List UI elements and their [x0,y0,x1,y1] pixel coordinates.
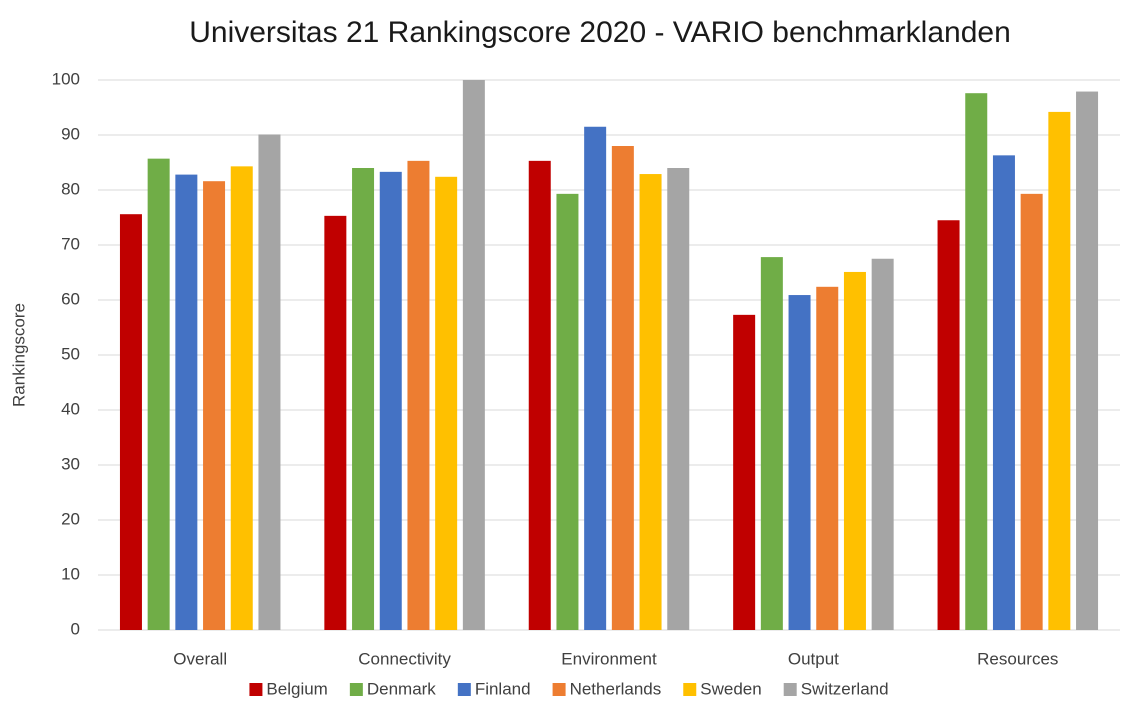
bar [965,93,988,630]
bar [611,146,634,630]
y-tick-label: 100 [52,69,80,88]
y-tick-label: 90 [61,124,80,143]
bar [203,181,226,630]
y-tick-label: 20 [61,509,80,528]
legend-swatch [457,683,471,696]
y-tick-label: 80 [61,179,80,198]
legend-swatch [783,683,797,696]
legend-label: Netherlands [570,679,662,698]
bar [1048,111,1071,630]
bar [407,160,430,630]
bar [639,174,662,631]
bar [175,174,198,630]
bar [352,168,375,630]
bar [816,286,839,630]
bar [147,158,170,630]
bar [324,215,347,630]
legend-label: Finland [475,679,531,698]
legend-label: Switzerland [801,679,889,698]
bar [992,155,1015,630]
y-tick-label: 70 [61,234,80,253]
bar [871,258,894,630]
x-tick-label: Overall [173,649,227,668]
bar [462,80,485,630]
legend-label: Denmark [367,679,436,698]
bar [788,295,811,630]
legend-swatch [683,683,697,696]
bar [760,257,783,630]
legend-label: Sweden [700,679,761,698]
y-tick-label: 40 [61,399,80,418]
legend-label: Belgium [266,679,327,698]
x-tick-label: Environment [561,649,657,668]
bar [843,271,866,630]
y-axis-label: Rankingscore [9,303,28,407]
y-tick-label: 10 [61,564,80,583]
y-tick-label: 0 [71,619,80,638]
bar [435,176,458,631]
x-tick-label: Connectivity [358,649,451,668]
bar [937,220,960,630]
legend-swatch [249,683,263,696]
x-tick-label: Resources [977,649,1058,668]
bar [1020,193,1043,630]
bar [119,214,142,630]
legend-swatch [552,683,566,696]
legend-swatch [349,683,363,696]
bar [230,166,253,630]
bar [258,134,281,630]
bar [584,126,607,630]
x-tick-label: Output [788,649,839,668]
bar [667,168,690,630]
y-tick-label: 50 [61,344,80,363]
chart-title: Universitas 21 Rankingscore 2020 - VARIO… [189,16,1011,49]
bar [1076,91,1099,631]
bar [556,193,579,630]
bar [528,160,551,630]
y-tick-label: 60 [61,289,80,308]
bar [379,171,402,630]
bar [733,314,756,630]
y-tick-label: 30 [61,454,80,473]
